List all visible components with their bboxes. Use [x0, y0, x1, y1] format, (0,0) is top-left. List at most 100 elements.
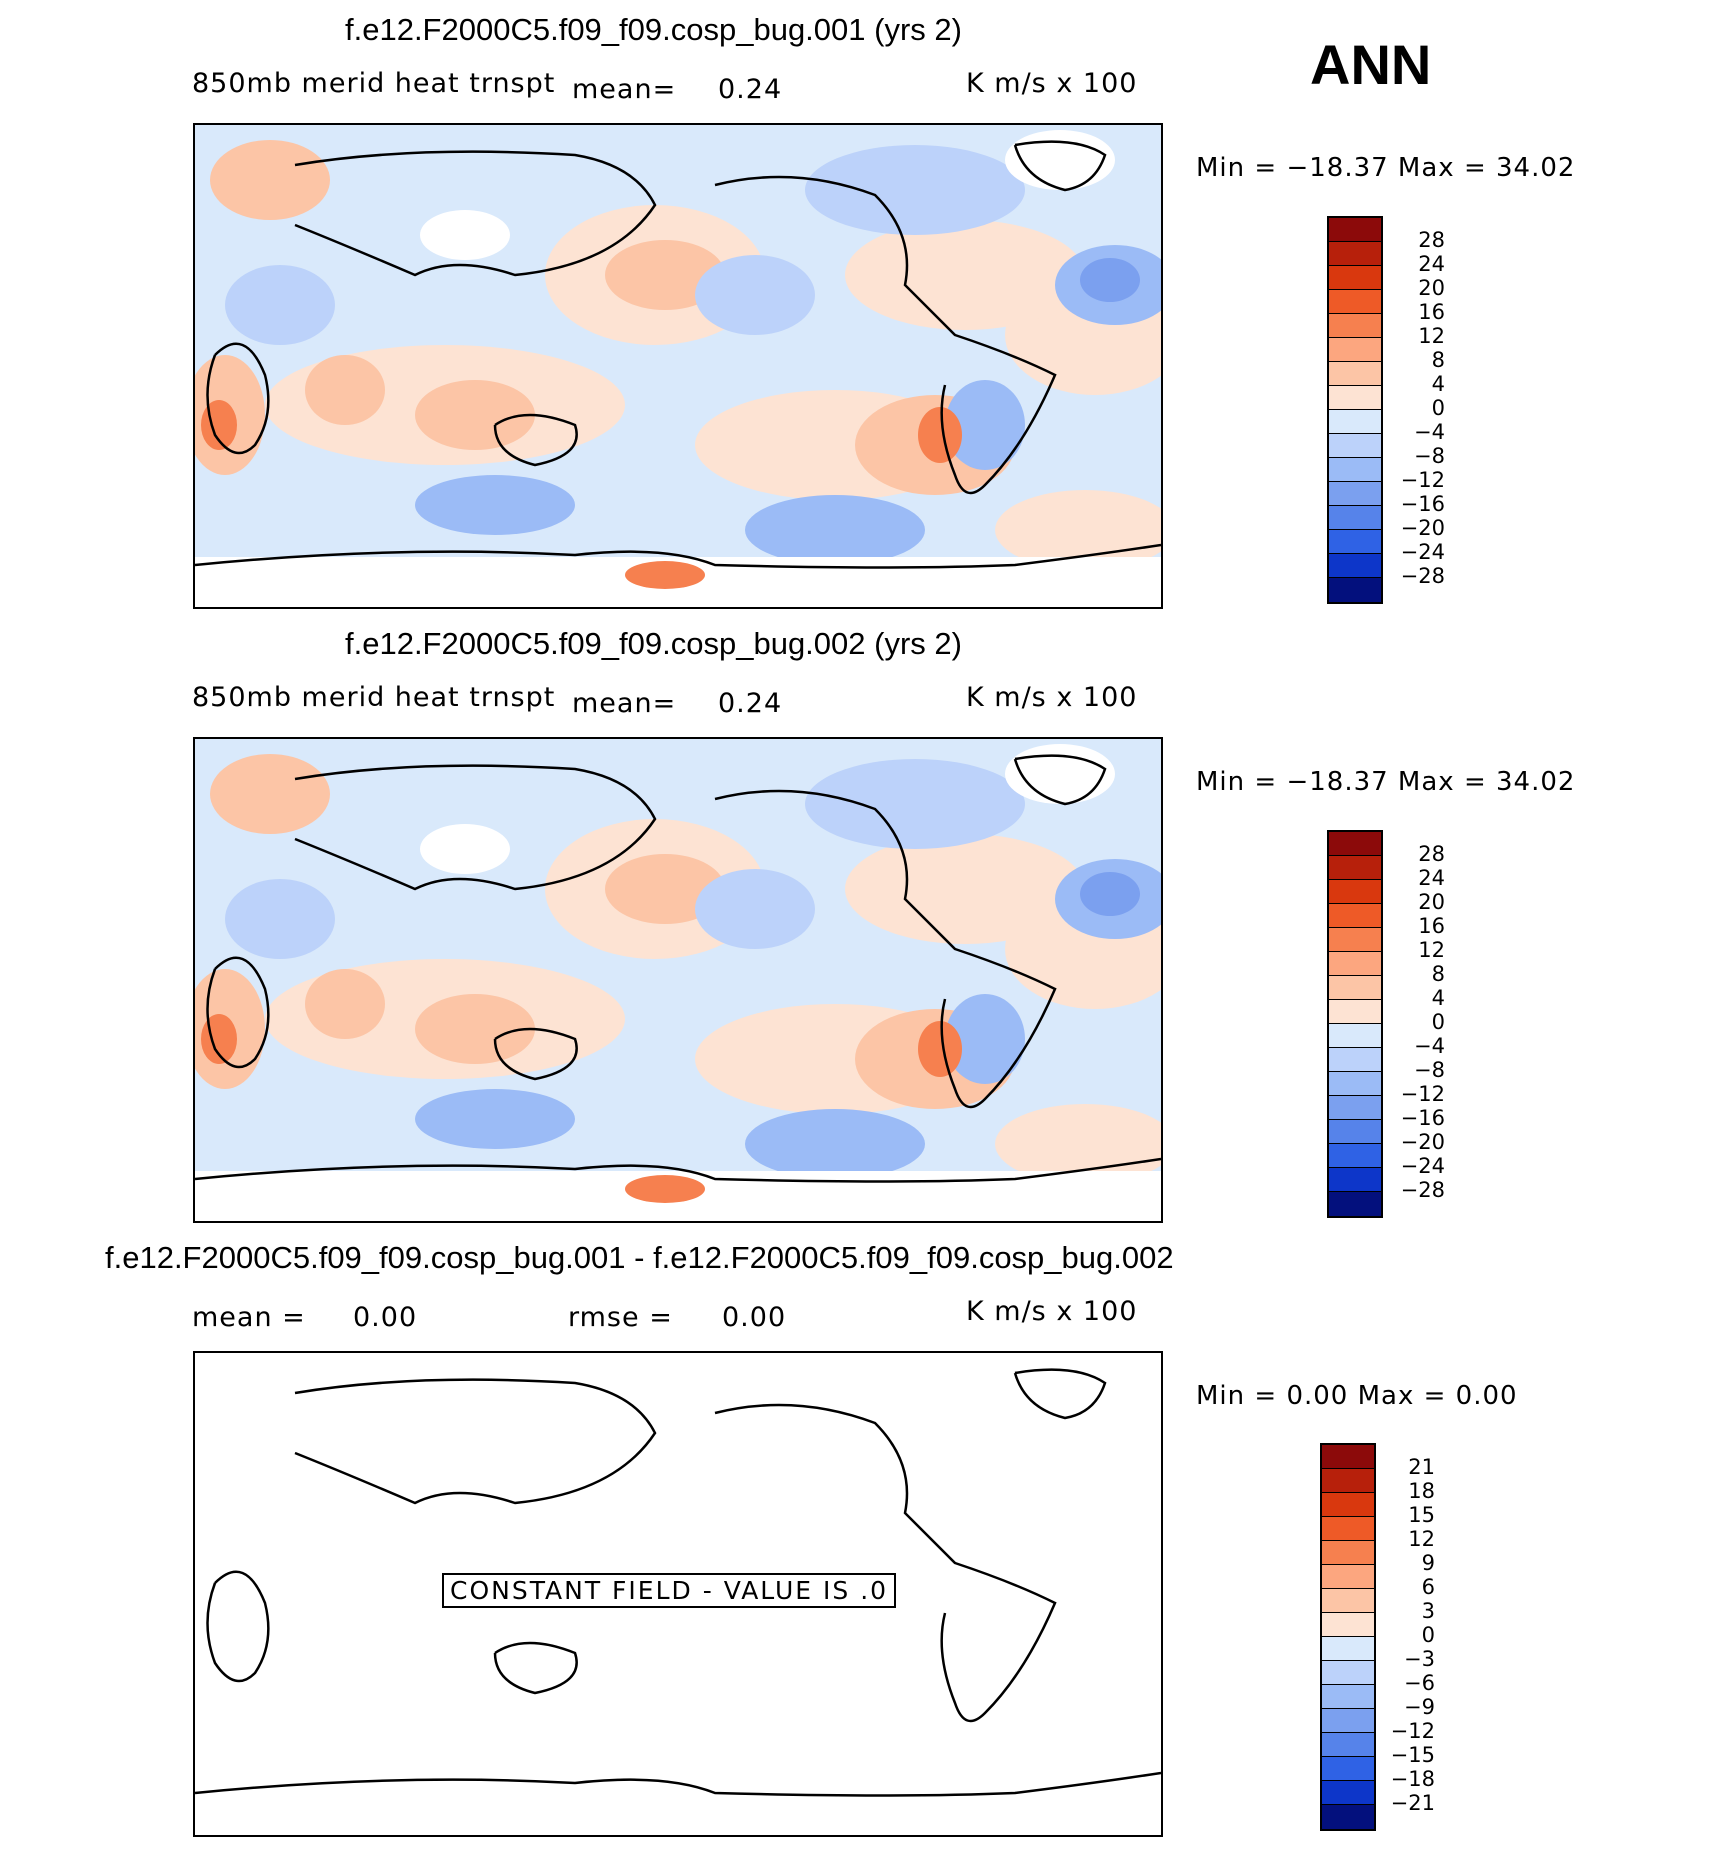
- colorbar-segment: [1329, 1144, 1381, 1168]
- colorbar-segment: [1322, 1517, 1374, 1541]
- colorbar-label: 28: [1418, 842, 1445, 866]
- colorbar-label: −12: [1400, 468, 1445, 492]
- colorbar-segment: [1329, 242, 1381, 266]
- colorbar-segment: [1329, 218, 1381, 242]
- colorbar-segment: [1329, 266, 1381, 290]
- colorbar-segment: [1322, 1613, 1374, 1637]
- colorbar-segment: [1322, 1445, 1374, 1469]
- colorbar-segment: [1329, 554, 1381, 578]
- colorbar-segment: [1329, 952, 1381, 976]
- panel-2-units: K m/s x 100: [966, 682, 1138, 713]
- panel-3-title: f.e12.F2000C5.f09_f09.cosp_bug.001 - f.e…: [105, 1240, 1174, 1275]
- colorbar-label: 0: [1431, 396, 1445, 420]
- season-label: ANN: [1310, 33, 1432, 96]
- panel-3-units: K m/s x 100: [966, 1296, 1138, 1327]
- colorbar-label: 24: [1418, 866, 1445, 890]
- colorbar-label: −20: [1400, 1130, 1445, 1154]
- colorbar-segment: [1329, 410, 1381, 434]
- colorbar-label: 0: [1421, 1623, 1435, 1647]
- colorbar-label: −28: [1400, 564, 1445, 588]
- panel-2-variable: 850mb merid heat trnspt: [192, 682, 556, 713]
- panel-1-variable: 850mb merid heat trnspt: [192, 68, 556, 99]
- colorbar-label: −16: [1400, 1106, 1445, 1130]
- colorbar-label: −24: [1400, 1154, 1445, 1178]
- colorbar-segment: [1329, 1096, 1381, 1120]
- colorbar-label: 24: [1418, 252, 1445, 276]
- panel-2-map: [193, 737, 1163, 1223]
- colorbar-segment: [1322, 1733, 1374, 1757]
- panel-2-field: [195, 744, 1161, 1221]
- colorbar-label: 3: [1421, 1599, 1435, 1623]
- panel-2-title: f.e12.F2000C5.f09_f09.cosp_bug.002 (yrs …: [345, 626, 962, 661]
- colorbar-label: −12: [1390, 1719, 1435, 1743]
- colorbar-segment: [1329, 832, 1381, 856]
- panel-1-field: [195, 130, 1161, 607]
- colorbar-label: −9: [1404, 1695, 1435, 1719]
- colorbar-segment: [1329, 578, 1381, 602]
- colorbar-segment: [1322, 1637, 1374, 1661]
- colorbar-segment: [1322, 1709, 1374, 1733]
- colorbar-segment: [1322, 1685, 1374, 1709]
- colorbar-segment: [1329, 458, 1381, 482]
- panel-1-mean-value: 0.24: [718, 74, 783, 105]
- colorbar-label: −28: [1400, 1178, 1445, 1202]
- panel-1-minmax: Min = −18.37 Max = 34.02: [1196, 153, 1576, 183]
- panel-3-coastlines: [195, 1368, 1161, 1797]
- colorbar-label: −16: [1400, 492, 1445, 516]
- colorbar-segment: [1329, 880, 1381, 904]
- colorbar-segment: [1329, 1024, 1381, 1048]
- colorbar-segment: [1322, 1661, 1374, 1685]
- colorbar-segment: [1322, 1469, 1374, 1493]
- panel-2-mean-value: 0.24: [718, 688, 783, 719]
- panel-2-coastlines: [195, 754, 1161, 1183]
- colorbar-label: 18: [1408, 1479, 1435, 1503]
- colorbar-label: −15: [1390, 1743, 1435, 1767]
- colorbar-segment: [1322, 1757, 1374, 1781]
- colorbar-label: 6: [1421, 1575, 1435, 1599]
- colorbar-label: 4: [1431, 986, 1445, 1010]
- panel-2-colorbar-labels: 28 24 20 16 12 8 4 0 −4 −8 −12 −16 −20 −…: [1395, 842, 1445, 1202]
- panel-1-units: K m/s x 100: [966, 68, 1138, 99]
- colorbar-segment: [1329, 434, 1381, 458]
- panel-2-mean-label: mean=: [572, 688, 677, 719]
- panel-2-colorbar: [1327, 830, 1383, 1218]
- colorbar-label: −24: [1400, 540, 1445, 564]
- panel-3-rmse-label: rmse =: [568, 1302, 673, 1333]
- colorbar-label: −18: [1390, 1767, 1435, 1791]
- colorbar-segment: [1329, 290, 1381, 314]
- colorbar-label: 12: [1418, 938, 1445, 962]
- panel-3-mean-value: 0.00: [353, 1302, 418, 1333]
- colorbar-segment: [1322, 1565, 1374, 1589]
- panel-1-contours: [195, 130, 1161, 607]
- colorbar-label: −3: [1404, 1647, 1435, 1671]
- colorbar-segment: [1322, 1781, 1374, 1805]
- colorbar-label: 20: [1418, 890, 1445, 914]
- panel-2-minmax: Min = −18.37 Max = 34.02: [1196, 767, 1576, 797]
- colorbar-label: −20: [1400, 516, 1445, 540]
- colorbar-segment: [1329, 928, 1381, 952]
- colorbar-segment: [1329, 1000, 1381, 1024]
- colorbar-label: −4: [1414, 1034, 1445, 1058]
- colorbar-label: 12: [1418, 324, 1445, 348]
- panel-1-map: [193, 123, 1163, 609]
- colorbar-label: −8: [1414, 1058, 1445, 1082]
- colorbar-label: 15: [1408, 1503, 1435, 1527]
- panel-2-contours: [195, 744, 1161, 1221]
- colorbar-label: −6: [1404, 1671, 1435, 1695]
- colorbar-label: 20: [1418, 276, 1445, 300]
- panel-3-mean-label: mean =: [192, 1302, 306, 1333]
- colorbar-segment: [1329, 530, 1381, 554]
- colorbar-segment: [1329, 856, 1381, 880]
- colorbar-label: 8: [1431, 348, 1445, 372]
- colorbar-segment: [1329, 1120, 1381, 1144]
- colorbar-label: 4: [1431, 372, 1445, 396]
- colorbar-segment: [1329, 1192, 1381, 1216]
- colorbar-label: 12: [1408, 1527, 1435, 1551]
- panel-3-colorbar-labels: 21 18 15 12 9 6 3 0 −3 −6 −9 −12 −15 −18…: [1385, 1455, 1435, 1815]
- colorbar-segment: [1329, 386, 1381, 410]
- colorbar-label: 21: [1408, 1455, 1435, 1479]
- colorbar-label: 16: [1418, 300, 1445, 324]
- colorbar-label: 9: [1421, 1551, 1435, 1575]
- colorbar-segment: [1329, 482, 1381, 506]
- colorbar-label: −8: [1414, 444, 1445, 468]
